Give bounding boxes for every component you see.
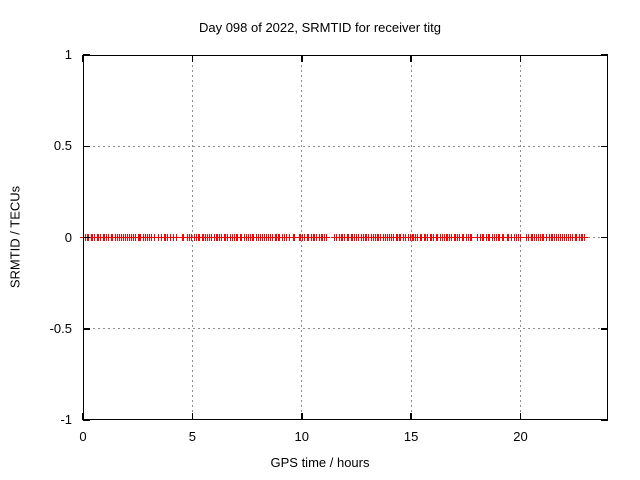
y-tick-mark-right xyxy=(601,236,608,239)
y-tick-mark-right xyxy=(601,328,608,330)
plot-area xyxy=(79,54,608,421)
y-tick-label: 1 xyxy=(64,47,72,62)
y-tick-mark-left xyxy=(83,54,90,56)
x-tick-mark-bottom xyxy=(519,413,522,420)
x-tick-label: 15 xyxy=(403,429,419,444)
x-tick-label: 20 xyxy=(513,429,528,444)
y-tick-mark-left xyxy=(83,236,90,239)
x-tick-mark-bottom xyxy=(301,413,303,420)
chart-title: Day 098 of 2022, SRMTID for receiver tit… xyxy=(198,20,442,35)
x-tick-label: 0 xyxy=(79,429,87,444)
y-tick-mark-right xyxy=(601,54,608,56)
data-point-marker xyxy=(516,234,524,241)
y-tick-label: -0.5 xyxy=(49,320,72,336)
x-tick-mark-top xyxy=(410,55,412,62)
y-tick-mark-left xyxy=(83,328,90,330)
y-tick-label: -1 xyxy=(60,412,72,427)
data-point-marker xyxy=(467,234,475,241)
x-tick-mark-top xyxy=(191,55,194,62)
data-point-marker xyxy=(172,234,180,241)
y-tick-mark-left xyxy=(83,419,90,421)
gridline-y xyxy=(83,328,608,330)
data-point-marker xyxy=(581,234,589,241)
x-tick-mark-top xyxy=(301,55,303,62)
y-tick-label: 0.5 xyxy=(53,138,72,154)
x-axis-label: GPS time / hours xyxy=(270,455,370,470)
y-tick-mark-right xyxy=(601,145,608,147)
x-tick-label: 10 xyxy=(294,429,309,444)
data-point-marker xyxy=(180,234,188,241)
y-tick-mark-right xyxy=(601,419,608,421)
x-tick-mark-bottom xyxy=(191,413,194,420)
gridline-y xyxy=(83,145,608,147)
data-point-marker xyxy=(291,234,299,241)
points-layer xyxy=(79,55,608,420)
x-tick-mark-top xyxy=(82,55,84,62)
data-point-marker xyxy=(322,234,330,241)
x-tick-mark-top xyxy=(519,55,522,62)
x-tick-mark-bottom xyxy=(410,413,412,420)
y-tick-mark-left xyxy=(83,145,90,147)
x-tick-label: 5 xyxy=(188,429,196,444)
y-tick-label: 0 xyxy=(64,229,72,245)
